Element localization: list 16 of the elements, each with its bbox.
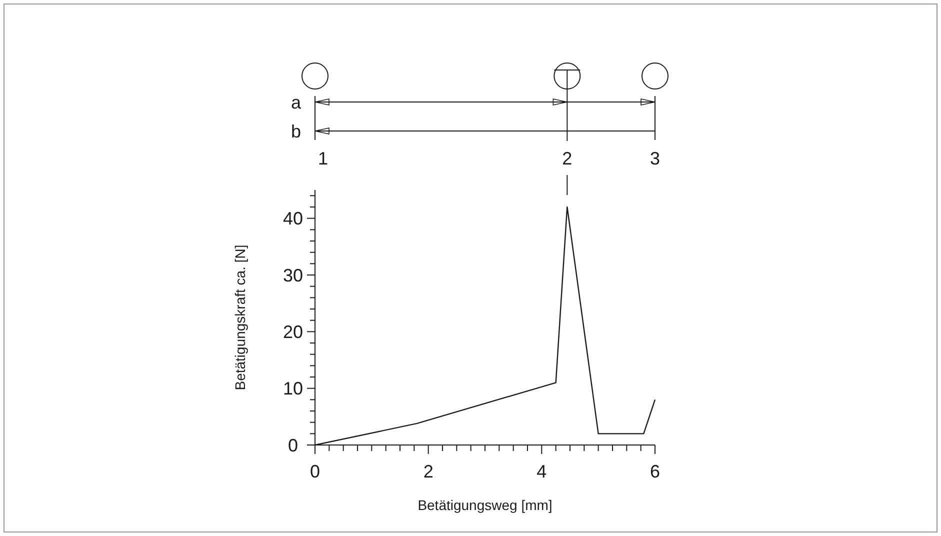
x-tick-label: 6 [650, 461, 660, 482]
annotation: 1 [318, 148, 328, 168]
annotation: 3 [650, 148, 660, 168]
y-tick-label: 20 [282, 322, 304, 342]
y-tick-label: 10 [282, 378, 304, 399]
y-tick-label: 30 [282, 265, 304, 286]
y-tick-label: 0 [288, 435, 298, 456]
x-tick-label: 4 [536, 461, 547, 482]
text: b [290, 121, 301, 142]
y-axis-title: Betätigungskraft ca. [N] [232, 244, 248, 390]
x-tick-label: 2 [423, 461, 434, 482]
annotation: 2 [562, 148, 572, 168]
x-tick-label: 0 [310, 461, 320, 482]
x-axis-title: Betätigungsweg [mm] [418, 496, 552, 513]
text: a [290, 92, 302, 112]
y-tick-label: 40 [282, 208, 304, 229]
